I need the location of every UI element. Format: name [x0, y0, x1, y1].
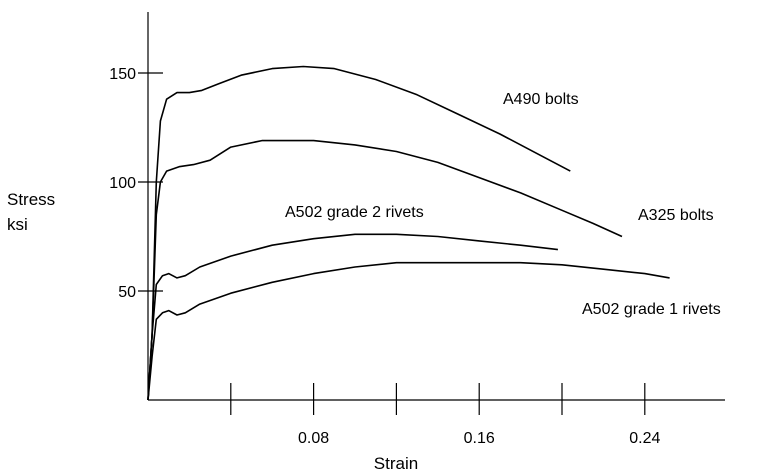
y-axis-title-line-1: Stress [7, 190, 55, 209]
curve-a502-grade-1-rivets [147, 261, 670, 401]
ticks [138, 72, 646, 415]
x-tick-label: 0.16 [464, 430, 495, 447]
axes [147, 12, 725, 401]
curves [147, 65, 670, 401]
series-label-a502-grade-2-rivets: A502 grade 2 rivets [285, 204, 424, 221]
y-tick-label: 50 [118, 284, 136, 301]
y-axis-title-line-2: ksi [7, 215, 28, 234]
y-tick-label: 100 [109, 175, 136, 192]
curve-a325-bolts [147, 139, 623, 401]
x-tick-label: 0.24 [629, 430, 660, 447]
y-tick-label: 150 [109, 66, 136, 83]
curve-a490-bolts [147, 65, 571, 401]
tick-labels: 0.08 0.16 0.24 50 100 150 [109, 66, 660, 447]
series-label-a325-bolts: A325 bolts [638, 207, 714, 224]
series-labels: A490 bolts A325 bolts A502 grade 2 rivets A… [285, 91, 721, 318]
series-label-a490-bolts: A490 bolts [503, 91, 579, 108]
series-label-a502-grade-1-rivets: A502 grade 1 rivets [582, 301, 721, 318]
x-axis-title: Strain [374, 454, 418, 472]
x-tick-label: 0.08 [298, 430, 329, 447]
curve-a502-grade-2-rivets [147, 233, 558, 401]
